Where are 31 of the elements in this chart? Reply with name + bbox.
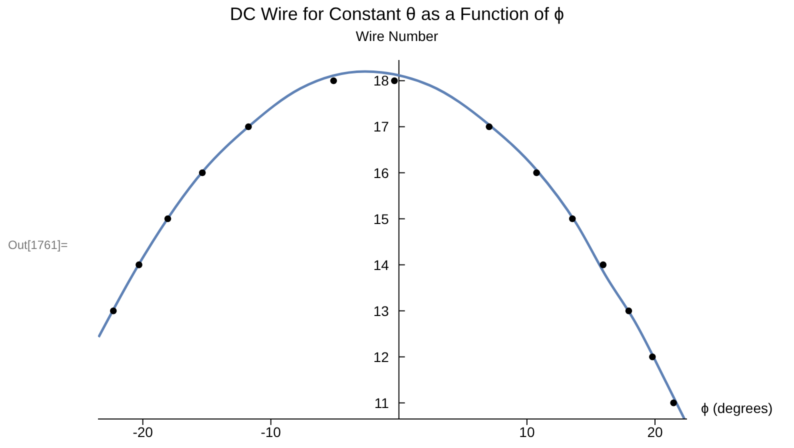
point [198,169,206,176]
y-tick-label: 15 [373,210,390,227]
text: Out[1761]= [8,238,68,252]
point [245,123,252,130]
point [136,261,142,268]
y-tick-label: 13 [373,302,390,319]
y-tick-label: 17 [373,118,390,135]
point [164,215,172,222]
y-tick-label: 12 [373,348,390,365]
point [330,77,337,84]
x-tick-label: -10 [260,424,282,440]
y-tick-label: 18 [373,72,390,89]
x-tick-label: -20 [132,424,154,440]
point [110,307,117,314]
y-tick-label: 14 [373,256,390,273]
point [649,353,656,360]
point [569,215,576,222]
chart-title: DC Wire for Constant θ as a Function of ϕ [228,4,566,25]
y-tick-label: 16 [373,164,390,181]
point [486,123,493,130]
point [670,400,677,406]
line-series [98,70,686,419]
point [600,261,607,268]
y-axis-title: Wire Number [354,28,440,44]
x-tick-label: 10 [519,424,535,440]
point [391,77,398,84]
x-axis-title: ϕ (degrees) [701,400,773,416]
x-tick-label: 20 [647,424,663,440]
y-tick-label: 11 [374,394,390,411]
point [533,169,540,176]
point [625,307,632,314]
